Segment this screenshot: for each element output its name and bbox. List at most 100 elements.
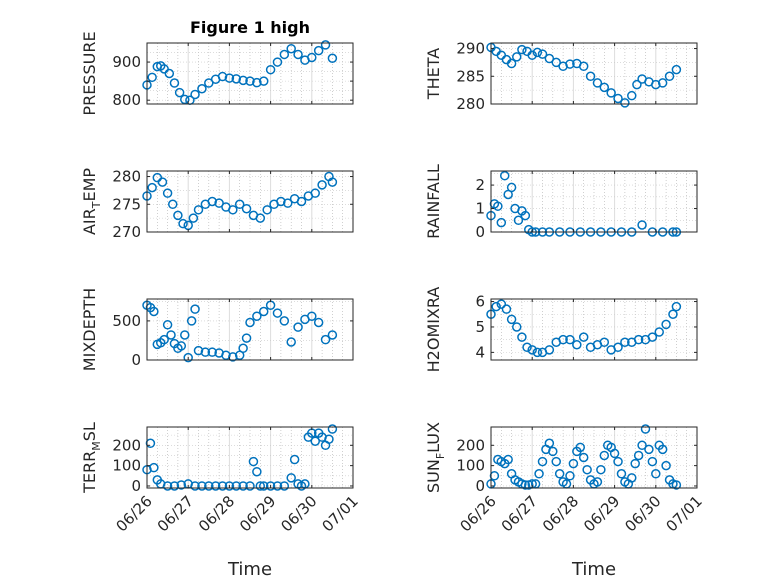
data-point [204, 481, 214, 491]
data-point [657, 444, 668, 455]
data-point [578, 61, 589, 72]
data-point [327, 177, 338, 187]
data-point [286, 43, 296, 54]
data-point [503, 454, 513, 465]
x-tick-label: 07/01 [319, 492, 362, 535]
data-point [176, 341, 187, 351]
x-tick-label: 06/26 [457, 492, 500, 535]
x-tick-label: 06/28 [539, 492, 582, 535]
data-point [178, 218, 188, 229]
subplot-sun-lux: 0 100 200 SUNFLUX 06/2606/2706/2806/2906/300… [424, 422, 706, 580]
data-point [272, 57, 283, 67]
y-tick-label: 200 [456, 436, 485, 454]
data-point [324, 434, 334, 444]
data-point [496, 299, 507, 309]
data-point [265, 64, 276, 75]
data-point [207, 347, 217, 357]
subplot-h2omixra: 4 5 6 H2OMIXRA [424, 287, 698, 372]
data-point [527, 345, 537, 355]
x-tick-label: 06/27 [154, 492, 197, 535]
data-point [671, 301, 682, 312]
data-point [180, 94, 190, 105]
data-point [493, 201, 503, 211]
data-point [174, 87, 185, 98]
data-point [159, 334, 169, 345]
data-point [252, 77, 262, 88]
y-tick-label: 0 [131, 351, 141, 369]
data-point [164, 68, 175, 79]
data-point [207, 196, 217, 207]
y-tick-label: 4 [475, 343, 485, 361]
data-point [231, 74, 242, 84]
x-tick-label: 06/30 [277, 492, 320, 535]
data-point [272, 481, 283, 491]
data-point [224, 481, 235, 491]
data-point [512, 322, 522, 332]
data-point [176, 480, 187, 490]
data-point [262, 205, 272, 215]
data-point [551, 57, 561, 68]
data-point [190, 481, 200, 491]
data-point [620, 337, 630, 347]
data-point [200, 347, 211, 357]
subplot-pressure: 800 900 PRESSURE Figure 1 high [80, 18, 354, 116]
data-point [637, 440, 647, 451]
data-point [544, 438, 555, 449]
y-tick-label: 900 [112, 53, 141, 71]
y-tick-label: 0 [475, 477, 485, 495]
subplot-mixdepth: 0 500 MIXDEPTH [80, 288, 354, 371]
y-axis-label: RAINFALL [424, 164, 443, 239]
data-point [327, 53, 338, 63]
data-point [293, 49, 303, 60]
data-point [204, 78, 214, 88]
data-point [499, 170, 510, 181]
data-point [592, 477, 603, 487]
x-tick-label: 06/29 [580, 492, 623, 535]
axes-box [146, 426, 354, 489]
data-point [506, 58, 517, 69]
y-tick-label: 800 [112, 91, 141, 109]
data-point [640, 424, 651, 434]
data-point [221, 350, 231, 361]
data-point [522, 342, 532, 353]
data-point [183, 352, 193, 363]
data-point [606, 88, 616, 98]
x-tick-label: 06/30 [621, 492, 664, 535]
data-point [310, 188, 320, 198]
data-point [578, 332, 589, 342]
data-point [245, 76, 255, 86]
data-point [630, 458, 640, 469]
data-point [565, 59, 575, 69]
data-point [657, 78, 668, 88]
data-point [599, 82, 610, 93]
data-point [537, 456, 548, 467]
data-point [193, 205, 204, 215]
data-point [327, 424, 338, 434]
subplot-theta: 280 285 290 THETA [424, 40, 698, 113]
subplot-rainfall: 0 1 2 RAINFALL [424, 164, 698, 241]
data-point [651, 79, 661, 90]
y-tick-label: 6 [475, 293, 485, 311]
data-point [620, 98, 630, 108]
data-point [286, 473, 296, 483]
y-axis-label: THETA [424, 48, 443, 100]
data-point [548, 446, 558, 457]
data-point [162, 320, 173, 330]
data-point [613, 342, 623, 353]
data-point [317, 180, 327, 190]
data-point [568, 458, 579, 469]
data-point [193, 345, 204, 356]
data-point [654, 327, 664, 337]
data-point [238, 481, 248, 491]
data-point [279, 481, 290, 491]
x-tick-label: 06/28 [195, 492, 238, 535]
data-point [327, 330, 338, 340]
y-tick-label: 280 [456, 95, 485, 113]
data-point [627, 473, 637, 483]
data-point [313, 45, 324, 56]
y-tick-label: 280 [112, 168, 141, 186]
y-tick-label: 200 [112, 436, 141, 454]
data-point [512, 52, 522, 62]
data-point [491, 301, 501, 312]
